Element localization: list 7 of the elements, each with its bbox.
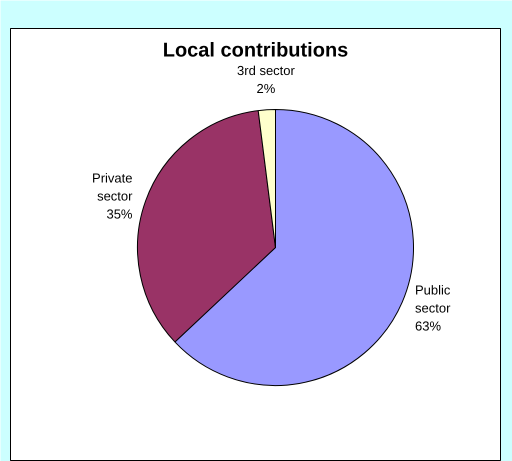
slice-label: Public sector [415, 282, 452, 316]
slice-label: Private sector [92, 170, 134, 204]
slice-label: 3rd sector [237, 62, 296, 78]
chart-title: Local contributions [162, 40, 348, 62]
data-label: 63% [415, 318, 442, 334]
data-label: 2% [256, 80, 276, 96]
data-label: 35% [106, 206, 133, 222]
